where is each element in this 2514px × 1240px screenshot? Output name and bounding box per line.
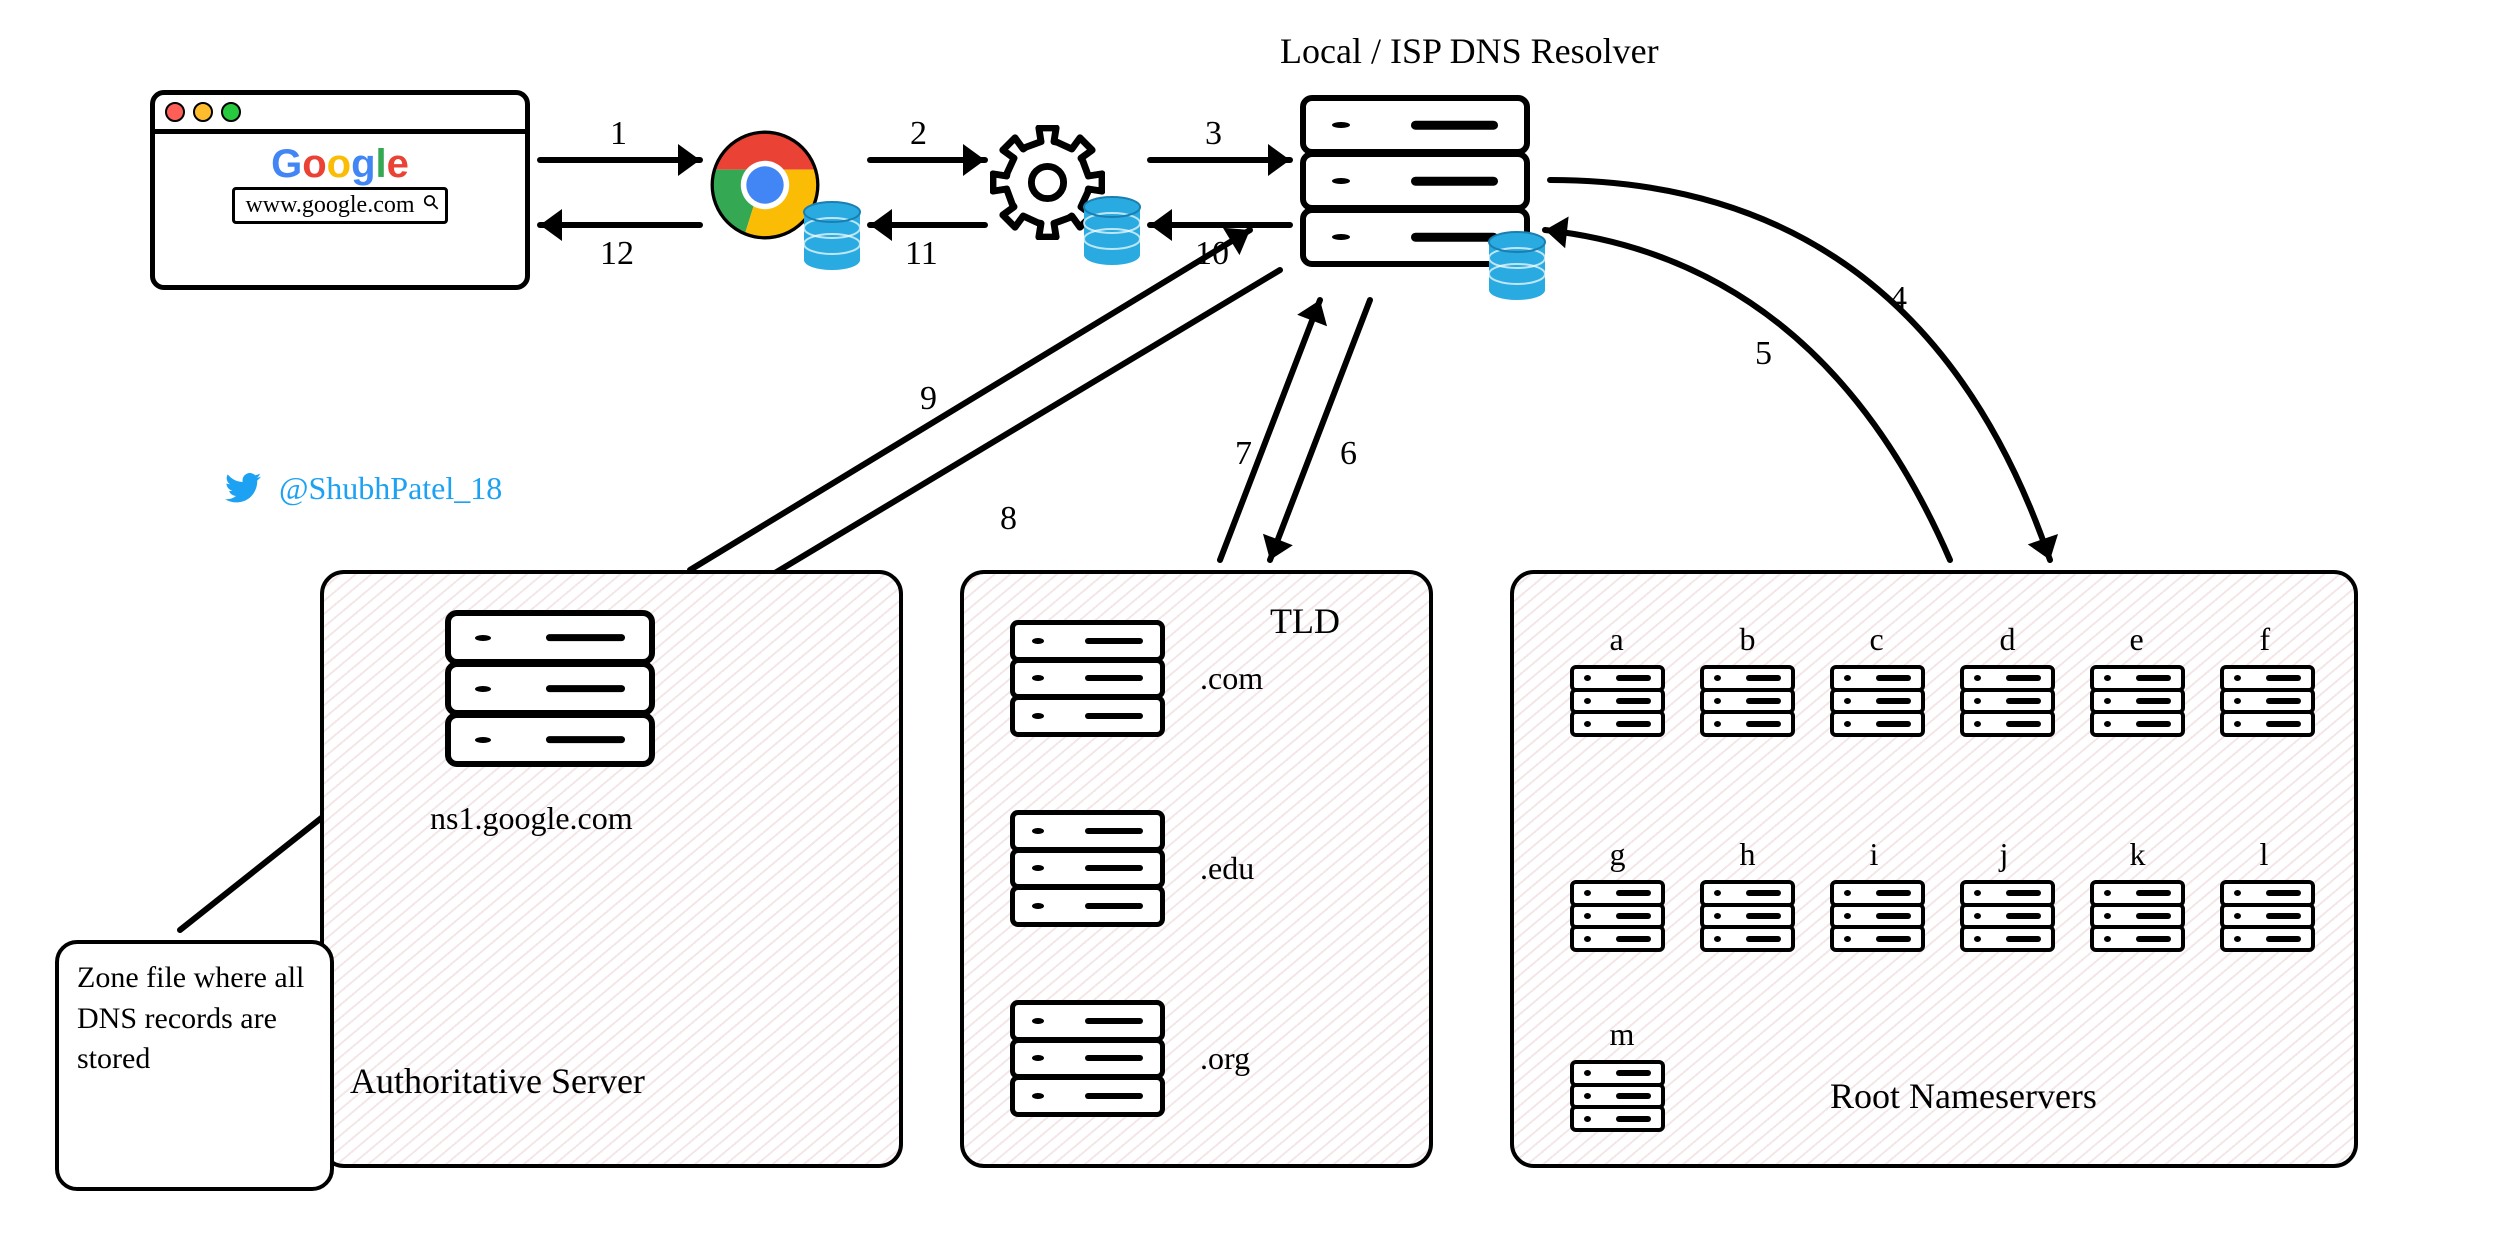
tld-label: .com (1200, 660, 1263, 697)
server-icon (1570, 1060, 1665, 1140)
server-icon (1830, 880, 1925, 960)
twitter-text: @ShubhPatel_18 (279, 470, 502, 506)
server-icon (2220, 665, 2315, 745)
edge-label: 5 (1755, 335, 1772, 373)
root-server-label: i (1870, 836, 1879, 873)
root-server-label: g (1610, 836, 1626, 873)
tld-label: .edu (1200, 850, 1254, 887)
edge-label: 10 (1195, 235, 1229, 273)
server-icon (2090, 880, 2185, 960)
root-server-label: d (2000, 621, 2016, 658)
edge-label: 1 (610, 115, 627, 153)
window-dot-red (165, 102, 185, 122)
root-server-label: f (2260, 621, 2271, 658)
edge-label: 8 (1000, 500, 1017, 538)
database-icon (1080, 195, 1144, 267)
twitter-handle: @ShubhPatel_18 (225, 470, 502, 511)
root-server-label: m (1610, 1016, 1635, 1053)
server-icon (1960, 665, 2055, 745)
edge-label: 7 (1235, 435, 1252, 473)
edge-label: 6 (1340, 435, 1357, 473)
edge-label: 9 (920, 380, 937, 418)
zone-file-note: Zone file where all DNS records are stor… (55, 940, 334, 1191)
root-server-label: c (1870, 621, 1884, 658)
server-icon (1570, 665, 1665, 745)
edge-label: 4 (1890, 280, 1907, 318)
google-logo: Google (155, 142, 525, 187)
root-server-label: e (2130, 621, 2144, 658)
resolver-title: Local / ISP DNS Resolver (1280, 30, 1659, 72)
root-server-label: h (1740, 836, 1756, 873)
root-server-label: a (1610, 621, 1624, 658)
edge-label: 2 (910, 115, 927, 153)
edge-label: 12 (600, 235, 634, 273)
server-icon (1700, 665, 1795, 745)
server-icon (2220, 880, 2315, 960)
window-dot-green (221, 102, 241, 122)
twitter-icon (225, 473, 261, 511)
server-icon (1010, 1000, 1165, 1125)
tld-label: .org (1200, 1040, 1250, 1077)
server-authoritative-icon (445, 610, 655, 775)
browser-titlebar (155, 95, 525, 134)
browser-search-bar: www.google.com (232, 187, 447, 224)
server-icon (1570, 880, 1665, 960)
server-icon (1960, 880, 2055, 960)
root-server-label: l (2260, 836, 2269, 873)
window-dot-yellow (193, 102, 213, 122)
edge-label: 11 (905, 235, 938, 273)
root-server-label: j (2000, 836, 2009, 873)
server-icon (2090, 665, 2185, 745)
server-icon (1700, 880, 1795, 960)
authoritative-domain-label: ns1.google.com (430, 800, 633, 837)
root-server-label: k (2130, 836, 2146, 873)
edge-label: 3 (1205, 115, 1222, 153)
database-icon (1485, 230, 1549, 302)
root-server-label: b (1740, 621, 1756, 658)
tld-title: TLD (1270, 600, 1340, 642)
database-icon (800, 200, 864, 272)
server-icon (1010, 810, 1165, 935)
authoritative-title: Authoritative Server (350, 1060, 670, 1102)
root-title: Root Nameservers (1830, 1075, 2097, 1117)
server-icon (1010, 620, 1165, 745)
browser-window: Google www.google.com (150, 90, 530, 290)
server-icon (1830, 665, 1925, 745)
